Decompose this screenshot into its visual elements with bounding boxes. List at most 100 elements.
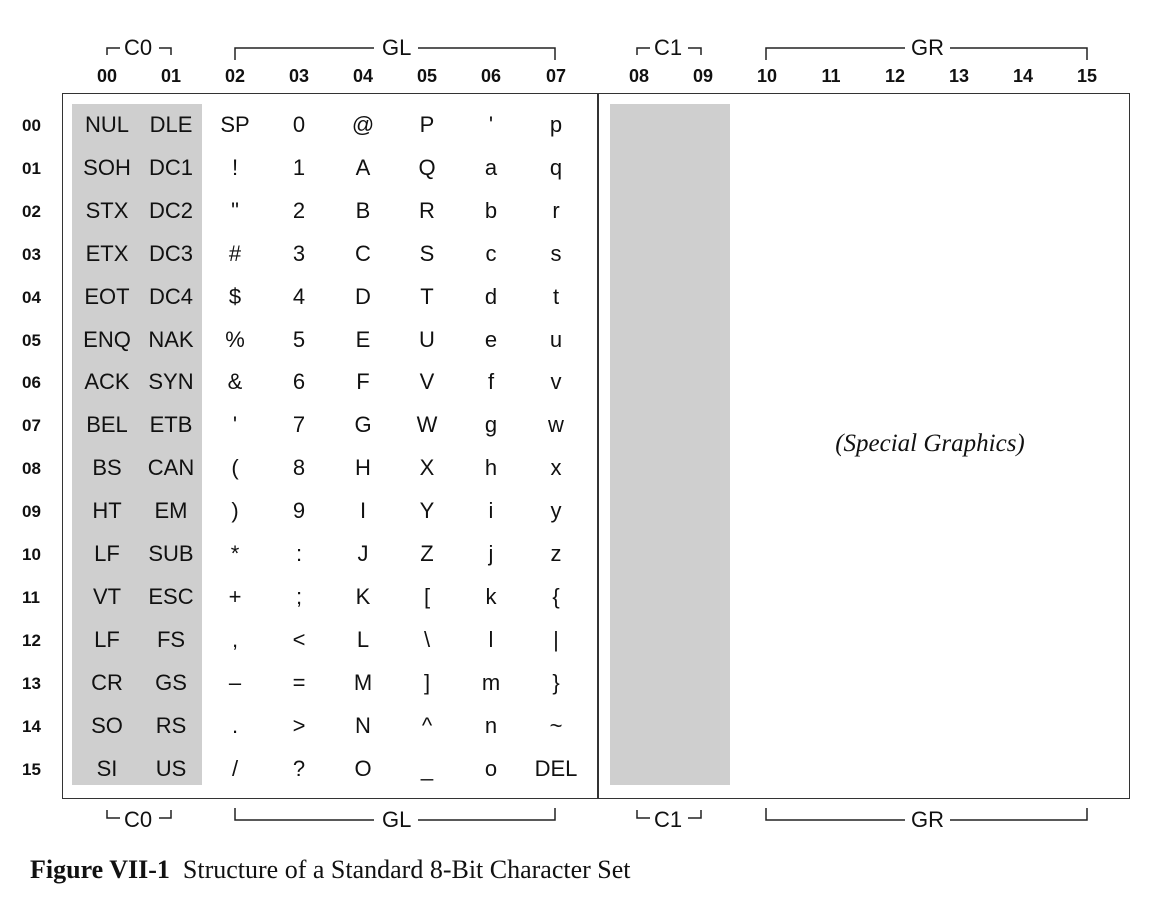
graphic-char-cell: X — [419, 455, 435, 481]
graphic-char-cell: " — [231, 197, 239, 223]
special-graphics-label: (Special Graphics) — [835, 430, 1025, 457]
c1-shaded-region — [610, 104, 730, 785]
row-header: 01 — [22, 158, 41, 178]
control-code-cell: NUL — [84, 112, 129, 137]
graphic-char-cell: K — [355, 583, 371, 609]
graphic-char-cell: R — [419, 197, 435, 223]
control-code-cell: HT — [92, 498, 122, 524]
graphic-char-cell: ( — [231, 455, 239, 481]
column-header: 11 — [821, 66, 841, 86]
graphic-char-cell: = — [292, 669, 306, 695]
graphic-char-cell: 0 — [292, 112, 306, 137]
row-header: 03 — [22, 244, 41, 264]
column-header: 10 — [756, 66, 778, 86]
control-code-cell: SI — [96, 755, 118, 781]
column-header: 04 — [352, 66, 374, 86]
control-code-cell: US — [155, 755, 187, 781]
control-code-cell: DC3 — [148, 240, 193, 266]
graphic-char-cell: \ — [423, 626, 431, 652]
bracket-bottom-c1 — [636, 810, 650, 819]
caption-text: Structure of a Standard 8-Bit Character … — [182, 855, 631, 884]
graphic-char-cell: j — [488, 541, 494, 566]
row-header: 12 — [22, 630, 41, 650]
row-header: 05 — [22, 330, 41, 350]
graphic-char-cell: ) — [231, 498, 239, 524]
graphic-char-cell: E — [355, 326, 371, 352]
left-frame — [62, 93, 599, 799]
graphic-char-cell: m — [481, 669, 501, 695]
figure-caption: Figure VII-1 Structure of a Standard 8-B… — [30, 855, 631, 885]
graphic-char-cell: J — [357, 541, 369, 566]
bracket-bottom-c0-right — [159, 810, 172, 819]
graphic-char-cell: 2 — [292, 197, 306, 223]
bracket-top-c1 — [636, 47, 650, 55]
graphic-char-cell: z — [550, 541, 562, 566]
graphic-char-cell: 6 — [292, 369, 306, 395]
row-header: 06 — [22, 373, 41, 393]
row-header: 10 — [22, 545, 41, 564]
column-header: 02 — [224, 66, 246, 86]
graphic-char-cell: I — [359, 498, 367, 524]
graphic-char-cell: ! — [231, 154, 239, 180]
graphic-char-cell: F — [356, 369, 370, 395]
graphic-char-cell: 1 — [292, 154, 306, 180]
graphic-char-cell: c — [485, 240, 497, 266]
row-header: 09 — [22, 502, 41, 522]
column-header: 12 — [884, 66, 906, 86]
control-code-cell: GS — [155, 669, 187, 695]
column-header: 13 — [948, 66, 970, 86]
control-code-cell: SO — [91, 712, 123, 738]
graphic-char-cell: k — [485, 583, 497, 609]
graphic-char-cell: ; — [295, 583, 303, 609]
graphic-char-cell: B — [355, 197, 371, 223]
control-code-cell: ETB — [149, 412, 193, 438]
bracket-bottom-gr-right — [950, 808, 1088, 821]
bracket-top-gl — [234, 47, 374, 60]
control-code-cell: EM — [154, 498, 188, 524]
graphic-char-cell: V — [419, 369, 435, 395]
graphic-char-cell: M — [353, 669, 373, 695]
graphic-char-cell: o — [484, 755, 498, 781]
graphic-char-cell: f — [487, 369, 495, 395]
graphic-char-cell: > — [292, 712, 306, 738]
row-header: 15 — [22, 759, 41, 779]
control-code-cell: ENQ — [83, 326, 131, 352]
bracket-top-c0 — [106, 47, 120, 55]
graphic-char-cell: | — [553, 626, 559, 652]
graphic-char-cell: % — [225, 326, 245, 352]
row-header: 08 — [22, 459, 41, 479]
bracket-bottom-gl — [234, 808, 374, 821]
graphic-char-cell: , — [231, 626, 239, 652]
bracket-top-c0-right — [159, 47, 172, 55]
graphic-char-cell: D — [355, 283, 371, 309]
graphic-char-cell: $ — [228, 283, 242, 309]
column-header: 03 — [288, 66, 310, 86]
row-header: 04 — [22, 287, 41, 307]
graphic-char-cell: C — [355, 240, 371, 266]
graphic-char-cell: q — [549, 154, 563, 180]
graphic-char-cell: h — [484, 455, 498, 481]
graphic-char-cell: / — [231, 755, 239, 781]
graphic-char-cell: S — [419, 240, 435, 266]
row-header: 14 — [22, 716, 41, 736]
graphic-char-cell: . — [231, 712, 239, 738]
row-header: 11 — [22, 587, 40, 607]
graphic-char-cell: U — [419, 326, 435, 352]
graphic-char-cell: ] — [423, 669, 431, 695]
graphic-char-cell: G — [354, 412, 372, 438]
row-header: 00 — [22, 116, 41, 135]
graphic-char-cell: Q — [418, 154, 436, 180]
column-header: 05 — [416, 66, 438, 86]
graphic-char-cell: g — [484, 412, 498, 438]
control-code-cell: ESC — [148, 583, 194, 609]
graphic-char-cell: P — [419, 112, 435, 137]
control-code-cell: DLE — [149, 112, 193, 137]
control-code-cell: NAK — [148, 326, 194, 352]
group-label-bottom-gr: GR — [909, 807, 946, 832]
group-label-top-gr: GR — [909, 35, 946, 60]
control-code-cell: SYN — [148, 369, 194, 395]
group-label-bottom-c1: C1 — [652, 807, 685, 832]
column-header: 08 — [628, 66, 650, 86]
control-code-cell: DC4 — [148, 283, 193, 309]
graphic-char-cell: [ — [423, 583, 431, 609]
